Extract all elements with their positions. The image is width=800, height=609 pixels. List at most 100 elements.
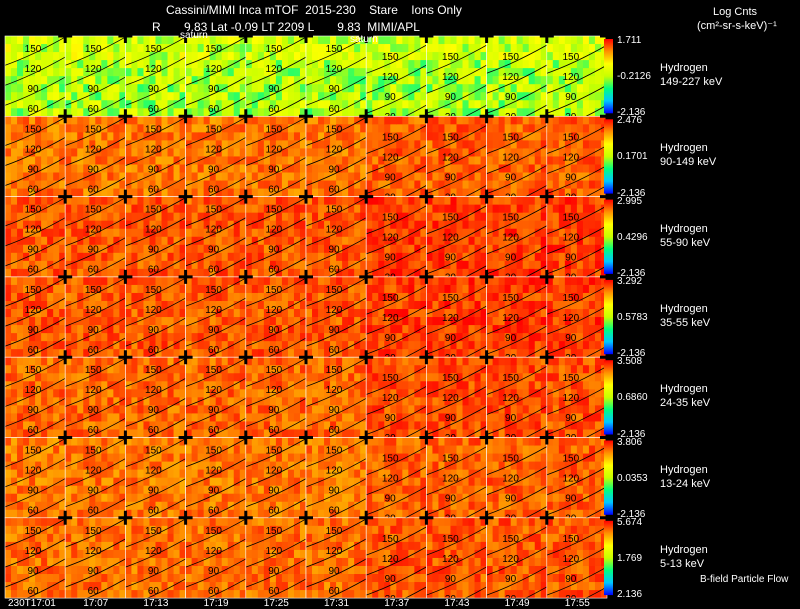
heatmap-cell (516, 156, 524, 166)
heatmap-cell (77, 100, 84, 109)
heatmap-cell (173, 292, 181, 302)
heatmap-cell (209, 188, 217, 197)
heatmap-cell (275, 164, 283, 174)
heatmap-cell (257, 276, 265, 286)
heatmap-cell (47, 309, 54, 318)
heatmap-cell (113, 76, 120, 85)
heatmap-cell (299, 325, 307, 334)
heatmap-cell (113, 236, 120, 246)
heatmap-cell (263, 284, 271, 294)
heatmap-cell (185, 413, 193, 423)
heatmap-cell (450, 164, 458, 174)
heatmap-cell (269, 252, 277, 262)
heatmap-cell (5, 373, 12, 382)
heatmap-cell (354, 220, 361, 230)
heatmap-cell (275, 228, 283, 238)
heatmap-cell (173, 220, 181, 230)
heatmap-cell (342, 36, 349, 45)
heatmap-cell (71, 172, 78, 182)
heatmap-cell (191, 357, 199, 366)
heatmap-cell (293, 397, 301, 406)
heatmap-cell (53, 236, 60, 246)
heatmap-cell (89, 116, 96, 125)
heatmap-cell (360, 76, 367, 85)
heatmap-cell (143, 76, 151, 85)
heatmap-cell (462, 317, 470, 326)
heatmap-cell (528, 76, 536, 85)
heatmap-cell (17, 68, 24, 77)
heatmap-cell (113, 140, 120, 150)
heatmap-cell (161, 156, 169, 166)
heatmap-cell (191, 68, 199, 77)
contour-line (366, 305, 427, 335)
heatmap-cell (179, 204, 186, 214)
heatmap-cell (269, 180, 277, 190)
heatmap-cell (131, 188, 139, 197)
heatmap-cell (191, 252, 199, 262)
heatmap-cell (360, 317, 367, 326)
heatmap-cell (113, 196, 120, 206)
heatmap-cell (95, 413, 102, 423)
heatmap-cell (287, 341, 295, 350)
heatmap-cell (594, 341, 602, 350)
heatmap-cell (221, 148, 229, 158)
heatmap-cell (29, 76, 36, 85)
heatmap-cell (89, 373, 96, 382)
heatmap-cell (65, 341, 72, 350)
heatmap-cell (101, 300, 108, 310)
heatmap-cell (29, 341, 36, 350)
contour-line (486, 205, 547, 235)
heatmap-cell (125, 333, 133, 342)
heatmap-cell (474, 132, 482, 141)
heatmap-cell (498, 68, 506, 77)
heatmap-cell (95, 365, 102, 374)
heatmap-cell (360, 180, 367, 190)
heatmap-cell (251, 196, 259, 206)
heatmap-cell (492, 276, 500, 286)
heatmap-cell (576, 108, 584, 117)
heatmap-cell (95, 180, 102, 190)
heatmap-cell (360, 164, 367, 174)
heatmap-cell (23, 196, 30, 206)
heatmap-cell (107, 188, 114, 197)
heatmap-cell (119, 100, 126, 109)
heatmap-cell (185, 276, 193, 286)
heatmap-cell (378, 268, 385, 277)
heatmap-cell (474, 244, 482, 254)
heatmap-cell (588, 76, 596, 85)
heatmap-cell (432, 132, 440, 141)
heatmap-cell (113, 341, 120, 350)
heatmap-cell (414, 220, 421, 230)
heatmap-cell (510, 44, 518, 53)
heatmap-cell (287, 276, 295, 286)
heatmap-cell (438, 244, 446, 254)
heatmap-cell (534, 76, 542, 85)
heatmap-cell (197, 276, 205, 286)
heatmap-cell (342, 220, 349, 230)
heatmap-cell (149, 373, 157, 382)
heatmap-cell (299, 164, 307, 174)
heatmap-cell (372, 220, 379, 230)
heatmap-cell (390, 52, 397, 61)
heatmap-cell (600, 76, 607, 85)
heatmap-cell (588, 349, 596, 358)
heatmap-cell (540, 204, 547, 214)
heatmap-cell (245, 204, 253, 214)
heatmap-cell (59, 413, 66, 423)
heatmap-cell (564, 148, 572, 158)
heatmap-cell (450, 108, 458, 117)
heatmap-cell (155, 180, 163, 190)
heatmap-cell (89, 276, 96, 286)
heatmap-cell (53, 148, 60, 158)
heatmap-cell (486, 60, 494, 69)
heatmap-cell (318, 309, 325, 318)
heatmap-cell (420, 84, 427, 93)
heatmap-cell (426, 100, 434, 109)
heatmap-cell (390, 325, 397, 334)
heatmap-cell (65, 421, 72, 431)
heatmap-cell (11, 148, 18, 158)
heatmap-cell (402, 317, 409, 326)
heatmap-cell (41, 333, 48, 342)
heatmap-cell (89, 349, 96, 358)
heatmap-cell (119, 172, 126, 182)
